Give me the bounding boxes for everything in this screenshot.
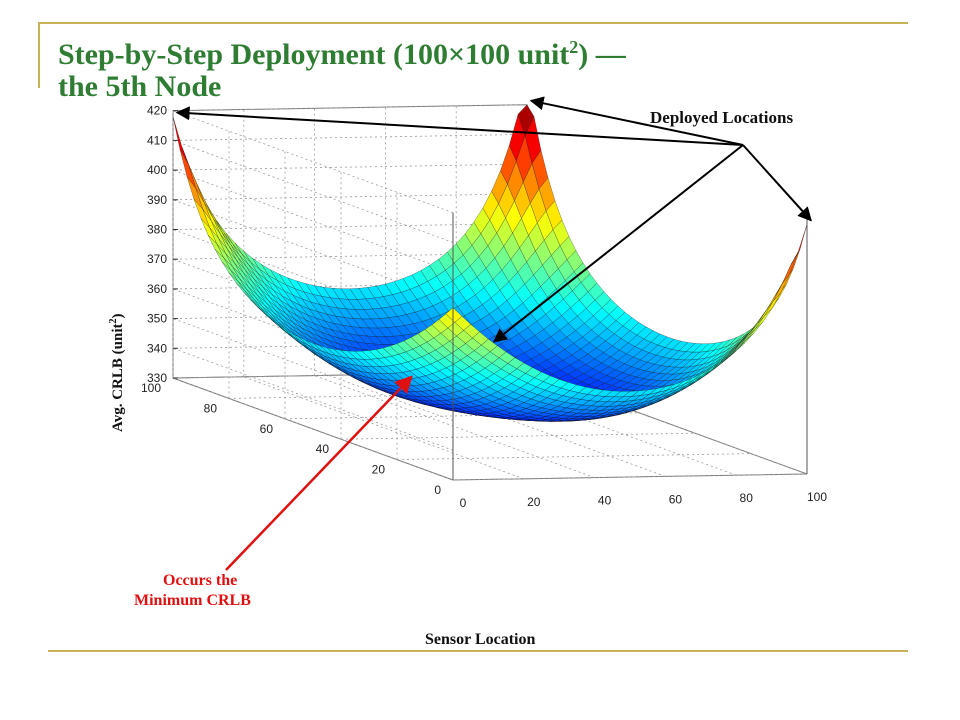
x-axis-ticks: 0 20 40 60 80 100: [460, 490, 828, 510]
y-tick-label: 0: [434, 483, 441, 497]
surface-cell: [775, 264, 792, 296]
minimum-label-line1: Occurs the: [163, 572, 237, 589]
slide-title: Step-by-Step Deployment (100×100 unit2) …: [58, 37, 798, 104]
floor-grid-line: [452, 473, 808, 481]
deployed-arrow: [742, 144, 812, 222]
z-axis-label: Avg. CRLB (unit2): [108, 314, 126, 433]
y-tick-label: 100: [141, 381, 161, 395]
floor-grid-line: [340, 432, 696, 440]
annotation-arrows: [175, 96, 812, 571]
surface-cell: [755, 308, 772, 329]
top-rule: [40, 22, 908, 24]
z-tick-label: 390: [147, 193, 167, 207]
z-tick-label: 360: [147, 282, 167, 296]
y-tick-label: 60: [260, 422, 274, 436]
deployed-arrow: [175, 106, 744, 146]
deployed-arrow: [529, 96, 744, 146]
y-tick-label: 40: [316, 442, 330, 456]
z-tick-label: 410: [147, 133, 167, 147]
z-tick-label: 370: [147, 252, 167, 266]
title-superscript: 2: [569, 37, 579, 57]
surface-cell: [790, 224, 808, 265]
z-axis-label-sup: 2: [108, 319, 119, 324]
y-tick-label: 80: [204, 401, 218, 415]
surface-cell: [764, 293, 781, 316]
x-tick-label: 20: [527, 495, 541, 509]
z-tick-label: 420: [147, 104, 167, 118]
z-tick-label: 350: [147, 312, 167, 326]
y-axis-ticks: 0 20 40 60 80 100: [141, 381, 441, 497]
z-tick-label: 330: [147, 371, 167, 385]
deployed-locations-label: Deployed Locations: [650, 108, 793, 127]
title-line1-end: ) —: [578, 38, 626, 71]
left-rule: [38, 22, 40, 88]
z-axis-label-end: ): [110, 314, 126, 319]
x-tick-label: 80: [740, 491, 754, 505]
x-tick-label: 60: [669, 492, 683, 506]
title-line1: Step-by-Step Deployment (100×100 unit: [58, 38, 570, 71]
x-tick-label: 100: [807, 490, 827, 504]
z-axis-ticks: 330 340 350 360 370 380 390 400 410 420: [147, 104, 178, 385]
minimum-arrow: [225, 375, 413, 571]
z-axis-label-main: Avg. CRLB (unit: [110, 324, 126, 433]
floor-grid-line: [396, 453, 752, 460]
z-tick-label: 400: [147, 163, 167, 177]
title-line2: the 5th Node: [58, 70, 222, 104]
z-tick-label: 380: [147, 223, 167, 237]
axes-front: [452, 206, 808, 480]
surface-cell: [773, 274, 790, 301]
bottom-rule: [48, 650, 908, 652]
y-tick-label: 20: [372, 463, 386, 477]
deployed-arrow: [492, 144, 744, 343]
minimum-label-line2: Minimum CRLB: [134, 592, 251, 609]
x-tick-label: 0: [460, 496, 467, 510]
x-axis-label: Sensor Location: [425, 631, 535, 648]
surface-cell: [748, 315, 765, 336]
z-tick-label: 340: [147, 341, 167, 355]
x-tick-label: 40: [598, 494, 612, 508]
surface-mesh: [172, 104, 808, 422]
